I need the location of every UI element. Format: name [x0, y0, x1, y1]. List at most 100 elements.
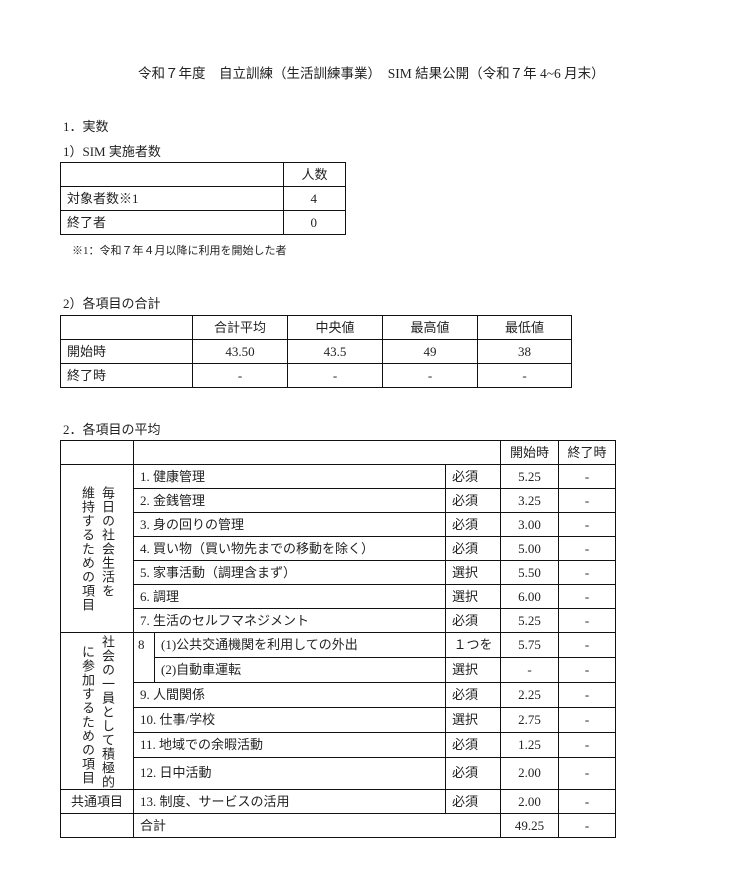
item-label: (1)公共交通機関を利用しての外出 — [154, 632, 446, 658]
item-end: - — [558, 789, 617, 814]
item-type: 必須 — [444, 536, 502, 561]
table-row: 7. 生活のセルフマネジメント 必須 5.25- — [61, 608, 617, 633]
header-median: 中央値 — [287, 315, 383, 340]
item-label: 3. 身の回りの管理 — [133, 512, 446, 537]
item-end: - — [558, 488, 617, 513]
item-averages-table: 開始時 終了時 毎日の社会生活を 維持するための項目 1. 健康管理 必須 5.2… — [60, 440, 617, 838]
table-row: 11. 地域での余暇活動 必須 1.25- — [61, 731, 617, 758]
table-row: 開始時 終了時 — [60, 440, 617, 465]
row-label: 終了者 — [60, 210, 284, 235]
page-title: 令和７年度 自立訓練（生活訓練事業） SIM 結果公開（令和７年 4~6 月末） — [138, 66, 605, 81]
item-end: - — [558, 512, 617, 537]
table-row: 5. 家事活動（調理含まず） 選択 5.50- — [61, 560, 617, 585]
row-value: 4 — [283, 186, 346, 211]
header-max: 最高値 — [382, 315, 478, 340]
item-type: 選択 — [444, 560, 502, 585]
footnote: ※1：令和７年４月以降に利用を開始した者 — [72, 245, 287, 257]
table-row: 終了者 0 — [60, 210, 346, 235]
table-row: 共通項目 13. 制度、サービスの活用 必須 2.00 - — [60, 789, 617, 814]
participants-table: 人数 対象者数※1 4 終了者 0 — [60, 162, 346, 235]
item-end: - — [558, 632, 617, 658]
header-average: 合計平均 — [192, 315, 288, 340]
category-line: 維持するための項目 — [80, 485, 95, 612]
item-end: - — [558, 656, 617, 683]
item-label: 9. 人間関係 — [133, 681, 446, 708]
category-line: 毎日の社会生活を — [100, 485, 115, 598]
item-end: - — [558, 608, 617, 633]
cell: 43.50 — [192, 339, 288, 364]
table-row: 9. 人間関係 必須 2.25- — [61, 681, 617, 708]
item-start: 2.00 — [500, 756, 560, 791]
item-label: 6. 調理 — [133, 584, 446, 609]
item-end: - — [558, 731, 617, 758]
item-label: 7. 生活のセルフマネジメント — [133, 608, 446, 633]
item-start: 1.25 — [500, 731, 560, 758]
section1-heading: 1．実数 — [63, 119, 109, 134]
item8-number: 8 — [133, 632, 155, 683]
item-type: 必須 — [444, 464, 502, 489]
table-row: 社会の一員として積極的 に参加するための項目 8 (1)公共交通機関を利用しての外… — [60, 632, 617, 790]
total-end: - — [558, 813, 617, 838]
category-common: 共通項目 — [60, 789, 134, 814]
item-start: 3.00 — [500, 512, 560, 537]
row-label: 終了時 — [60, 363, 193, 388]
header-min: 最低値 — [477, 315, 572, 340]
table-row: 終了時 - - - - — [60, 363, 572, 388]
table-row: 2. 金銭管理 必須 3.25- — [61, 488, 617, 513]
item-label: 12. 日中活動 — [133, 756, 446, 791]
item-label: 1. 健康管理 — [133, 464, 446, 489]
total-label: 合計 — [132, 813, 502, 838]
cell: 49 — [382, 339, 478, 364]
item-end: - — [558, 464, 617, 489]
table-row-total: 合計 49.25 - — [60, 813, 617, 838]
item-type: 必須 — [444, 488, 502, 513]
item-end: - — [558, 681, 617, 708]
table-row: 対象者数※1 4 — [60, 186, 346, 211]
item-start: 3.25 — [500, 488, 560, 513]
item-end: - — [558, 706, 617, 733]
item-label: 11. 地域での余暇活動 — [133, 731, 446, 758]
item-start: - — [500, 656, 560, 683]
header-start: 開始時 — [500, 440, 560, 465]
section2-heading: 2．各項目の平均 — [63, 422, 161, 437]
category-line: に参加するための項目 — [80, 645, 95, 785]
item-end: - — [558, 756, 617, 791]
item-start: 5.75 — [500, 632, 560, 658]
item-type: 選択 — [444, 584, 502, 609]
item-end: - — [558, 536, 617, 561]
item-label: 10. 仕事/学校 — [133, 706, 446, 733]
item-end: - — [558, 584, 617, 609]
cell: - — [382, 363, 478, 388]
cell: - — [477, 363, 572, 388]
category-social-participation: 社会の一員として積極的 に参加するための項目 — [60, 632, 134, 790]
table-row: 3. 身の回りの管理 必須 3.00- — [61, 512, 617, 537]
cell: - — [192, 363, 288, 388]
item-label: 13. 制度、サービスの活用 — [133, 789, 446, 814]
item-type: 必須 — [444, 608, 502, 633]
table-row: 毎日の社会生活を 維持するための項目 1. 健康管理 必須 5.25 - — [60, 464, 617, 633]
cell: 38 — [477, 339, 572, 364]
item-type: 必須 — [444, 681, 502, 708]
item-label: (2)自動車運転 — [154, 656, 446, 683]
item-start: 2.00 — [500, 789, 560, 814]
table-row: 4. 買い物（買い物先までの移動を除く） 必須 5.00- — [61, 536, 617, 561]
header-count: 人数 — [283, 162, 346, 187]
category-line: 社会の一員として積極的 — [100, 635, 115, 789]
item-start: 5.25 — [500, 608, 560, 633]
item-start: 2.25 — [500, 681, 560, 708]
item-end: - — [558, 560, 617, 585]
item-type: 必須 — [444, 731, 502, 758]
table-row: 開始時 43.50 43.5 49 38 — [60, 339, 572, 364]
item-type: 必須 — [444, 756, 502, 791]
totals-table: 合計平均 中央値 最高値 最低値 開始時 43.50 43.5 49 38 終了… — [60, 315, 572, 388]
item-start: 5.50 — [500, 560, 560, 585]
item-type: 必須 — [444, 789, 502, 814]
item-start: 6.00 — [500, 584, 560, 609]
header-end: 終了時 — [558, 440, 617, 465]
row-value: 0 — [283, 210, 346, 235]
cell: - — [287, 363, 383, 388]
cell: 43.5 — [287, 339, 383, 364]
sub1-heading: 1）SIM 実施者数 — [63, 144, 161, 159]
row-label: 対象者数※1 — [60, 186, 284, 211]
item-start: 5.00 — [500, 536, 560, 561]
